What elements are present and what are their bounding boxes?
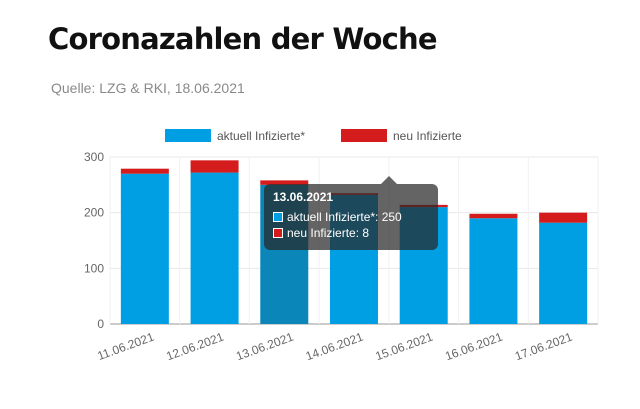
tooltip-row-current: aktuell Infizierte*: 250	[273, 209, 429, 225]
tooltip-text-current: aktuell Infizierte*: 250	[287, 210, 402, 224]
page-title: Coronazahlen der Woche	[48, 22, 438, 56]
x-tick-label: 16.06.2021	[443, 330, 505, 364]
bar-new	[539, 212, 588, 223]
bar-current	[190, 172, 239, 324]
legend-label-new: neu Infizierte	[393, 129, 462, 143]
legend-swatch-current	[165, 129, 211, 142]
bar-new	[260, 180, 309, 185]
x-tick-label: 14.06.2021	[304, 330, 366, 364]
bar-current	[469, 218, 518, 324]
tooltip-caret	[381, 176, 397, 184]
bar-new	[190, 160, 239, 173]
y-tick-label: 300	[84, 150, 104, 164]
bar-new	[469, 213, 518, 219]
y-tick-label: 0	[97, 317, 104, 331]
x-tick-label: 17.06.2021	[513, 330, 575, 364]
x-tick-label: 15.06.2021	[374, 330, 436, 364]
x-tick-label: 12.06.2021	[164, 330, 226, 364]
bar-new	[120, 168, 169, 174]
chart-tooltip: 13.06.2021 aktuell Infizierte*: 250 neu …	[264, 184, 438, 250]
bar-current	[539, 222, 588, 324]
source-note: Quelle: LZG & RKI, 18.06.2021	[51, 80, 245, 96]
bar-current	[120, 173, 169, 324]
tooltip-swatch-new	[273, 228, 283, 238]
tooltip-title: 13.06.2021	[273, 190, 334, 204]
y-tick-label: 100	[84, 261, 104, 275]
tooltip-text-new: neu Infizierte: 8	[287, 226, 370, 240]
tooltip-row-new: neu Infizierte: 8	[273, 225, 429, 241]
legend-swatch-new	[341, 129, 387, 142]
legend-label-current: aktuell Infizierte*	[217, 129, 305, 143]
y-tick-label: 200	[84, 206, 104, 220]
tooltip-swatch-current	[273, 212, 283, 222]
x-tick-label: 13.06.2021	[234, 330, 296, 364]
x-tick-label: 11.06.2021	[95, 330, 156, 364]
